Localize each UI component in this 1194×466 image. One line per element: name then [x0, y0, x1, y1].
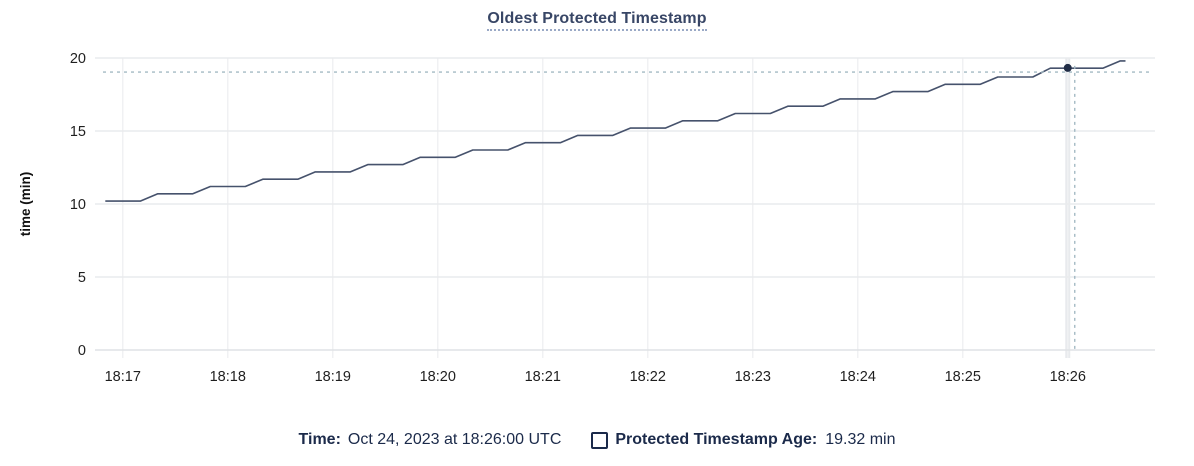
- hover-dot: [1063, 63, 1072, 72]
- time-value: Oct 24, 2023 at 18:26:00 UTC: [347, 431, 562, 448]
- x-tick-label: 18:22: [630, 369, 666, 385]
- chart-canvas[interactable]: 18:17 18:18 18:19 18:20 18:21 18:22 18:23 18:24…: [0, 0, 1194, 412]
- y-tick-label: 10: [70, 197, 86, 213]
- hover-time-readout: Time: Oct 24, 2023 at 18:26:00 UTC: [299, 431, 562, 449]
- x-tick-label: 18:19: [315, 369, 351, 385]
- chart-footer: Time: Oct 24, 2023 at 18:26:00 UTC Prote…: [0, 427, 1194, 453]
- y-tick-label: 0: [78, 343, 86, 359]
- time-label: Time:: [298, 431, 341, 448]
- x-tick-label: 18:26: [1050, 369, 1086, 385]
- legend-value: 19.32 min: [825, 431, 896, 448]
- series-line: [105, 60, 1126, 202]
- x-tick-label: 18:24: [840, 369, 876, 385]
- legend-checkbox-icon[interactable]: [591, 431, 609, 449]
- x-tick-label: 18:18: [210, 369, 246, 385]
- y-tick-label: 20: [70, 51, 86, 67]
- chart-title[interactable]: Oldest Protected Timestamp: [487, 10, 707, 31]
- y-tick-label: 15: [70, 124, 86, 140]
- x-tick-label: 18:23: [735, 369, 771, 385]
- x-tick-label: 18:25: [945, 369, 981, 385]
- legend-item-protected-timestamp-age[interactable]: Protected Timestamp Age: 19.32 min: [591, 431, 895, 449]
- x-tick-label: 18:20: [420, 369, 456, 385]
- y-tick-label: 5: [78, 270, 86, 286]
- x-tick-label: 18:17: [105, 369, 141, 385]
- legend-label: Protected Timestamp Age:: [615, 431, 818, 448]
- x-tick-label: 18:21: [525, 369, 561, 385]
- chart-title-wrap: Oldest Protected Timestamp: [0, 10, 1194, 31]
- y-axis-title: time (min): [18, 172, 33, 237]
